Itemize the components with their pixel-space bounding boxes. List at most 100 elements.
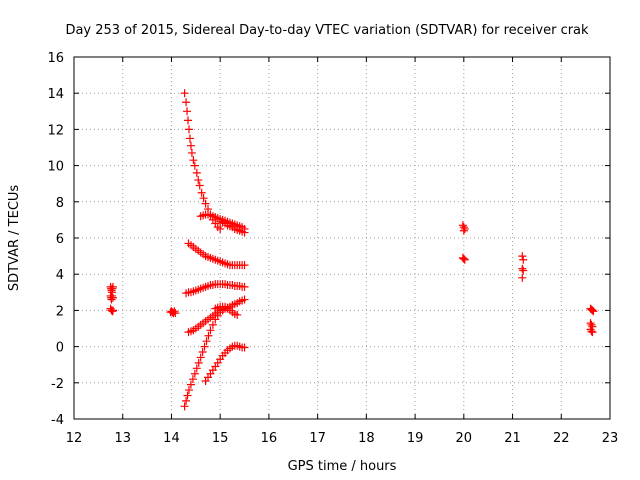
data-point	[184, 386, 193, 395]
series-arc-21.2	[518, 252, 528, 282]
data-point	[588, 328, 597, 337]
data-point	[194, 358, 203, 367]
data-point	[108, 282, 117, 291]
data-point	[204, 331, 213, 340]
data-point	[199, 194, 208, 203]
series-arc-5	[184, 239, 249, 270]
data-point	[518, 273, 527, 282]
data-point	[588, 306, 597, 315]
data-point	[459, 226, 468, 235]
series-arc-6.4	[216, 217, 249, 237]
series-arc-rise-14	[180, 89, 225, 233]
series-arc-neg	[180, 306, 227, 411]
x-tick-label: 17	[309, 431, 326, 446]
data-point	[180, 402, 189, 411]
series-arc-12.8-b	[106, 291, 117, 304]
series-arc-14.0	[166, 307, 180, 318]
y-tick-label: 8	[56, 196, 64, 211]
data-point	[183, 391, 192, 400]
series-arc-22.6	[586, 304, 598, 337]
series-arc-0	[201, 341, 249, 385]
data-point	[108, 293, 117, 302]
x-tick-label: 22	[553, 431, 570, 446]
data-point	[459, 254, 468, 263]
data-point	[192, 168, 201, 177]
data-point	[197, 188, 206, 197]
data-point	[184, 125, 193, 134]
x-tick-label: 20	[456, 431, 473, 446]
x-tick-label: 14	[163, 431, 180, 446]
data-point	[183, 107, 192, 116]
series-arc-12.8-c	[106, 304, 117, 316]
data-point	[218, 306, 227, 315]
data-point	[587, 305, 596, 314]
data-point	[186, 380, 195, 389]
x-tick-label: 19	[407, 431, 424, 446]
data-point	[200, 342, 209, 351]
data-point	[240, 343, 249, 352]
x-tick-label: 15	[212, 431, 229, 446]
data-point	[196, 353, 205, 362]
y-tick-label: 0	[56, 341, 64, 356]
data-point	[240, 261, 249, 270]
y-tick-label: 14	[47, 87, 64, 102]
data-point	[458, 253, 467, 262]
data-point	[240, 228, 249, 237]
y-tick-label: 16	[47, 51, 64, 66]
data-point	[240, 282, 249, 291]
data-point	[589, 307, 598, 316]
data-point	[587, 327, 596, 336]
y-axis-label: SDTVAR / TECUs	[7, 185, 22, 292]
axis-ticks: 12 13 14 15 16 17 18 19 20 21 22 23 -4 -2 0 2 4 6 8 10 12 14 1…	[47, 51, 618, 446]
data-point	[216, 224, 225, 233]
x-tick-label: 21	[504, 431, 521, 446]
y-tick-label: -4	[51, 413, 64, 428]
y-tick-label: -2	[51, 377, 64, 392]
data-point	[518, 252, 527, 261]
data-point	[185, 134, 194, 143]
y-tick-label: 10	[47, 160, 64, 175]
data-point	[189, 156, 198, 165]
data-point	[195, 181, 204, 190]
data-point	[188, 375, 197, 384]
x-tick-label: 18	[358, 431, 375, 446]
series-arc-3.3	[182, 280, 249, 298]
series-arc-20.0	[458, 221, 469, 264]
data-point	[182, 98, 191, 107]
data-point	[171, 309, 180, 318]
data-point	[460, 255, 469, 264]
data-point	[519, 266, 528, 275]
data-point	[194, 176, 203, 185]
data-point	[184, 116, 193, 125]
chart-title: Day 253 of 2015, Sidereal Day-to-day VTE…	[65, 23, 589, 38]
data-point	[518, 264, 527, 273]
y-tick-label: 6	[56, 232, 64, 247]
data-point	[460, 224, 469, 233]
x-axis-label: GPS time / hours	[288, 459, 397, 474]
data-point	[519, 255, 528, 264]
data-point	[206, 326, 215, 335]
data-point	[202, 337, 211, 346]
x-tick-label: 13	[114, 431, 131, 446]
data-point	[208, 320, 217, 329]
data-point	[198, 348, 207, 357]
data-point	[170, 307, 179, 316]
y-tick-label: 2	[56, 304, 64, 319]
data-points	[106, 89, 598, 411]
data-point	[186, 141, 195, 150]
data-point	[201, 199, 210, 208]
data-point	[240, 295, 249, 304]
grid	[74, 57, 610, 419]
data-point	[233, 310, 242, 319]
x-tick-label: 16	[261, 431, 278, 446]
data-point	[182, 396, 191, 405]
y-tick-label: 12	[47, 123, 64, 138]
x-tick-label: 23	[602, 431, 619, 446]
data-point	[190, 369, 199, 378]
series-arc-1.8	[211, 302, 242, 319]
data-point	[187, 148, 196, 157]
x-tick-label: 12	[66, 431, 83, 446]
data-point	[108, 306, 117, 315]
data-point	[190, 161, 199, 170]
